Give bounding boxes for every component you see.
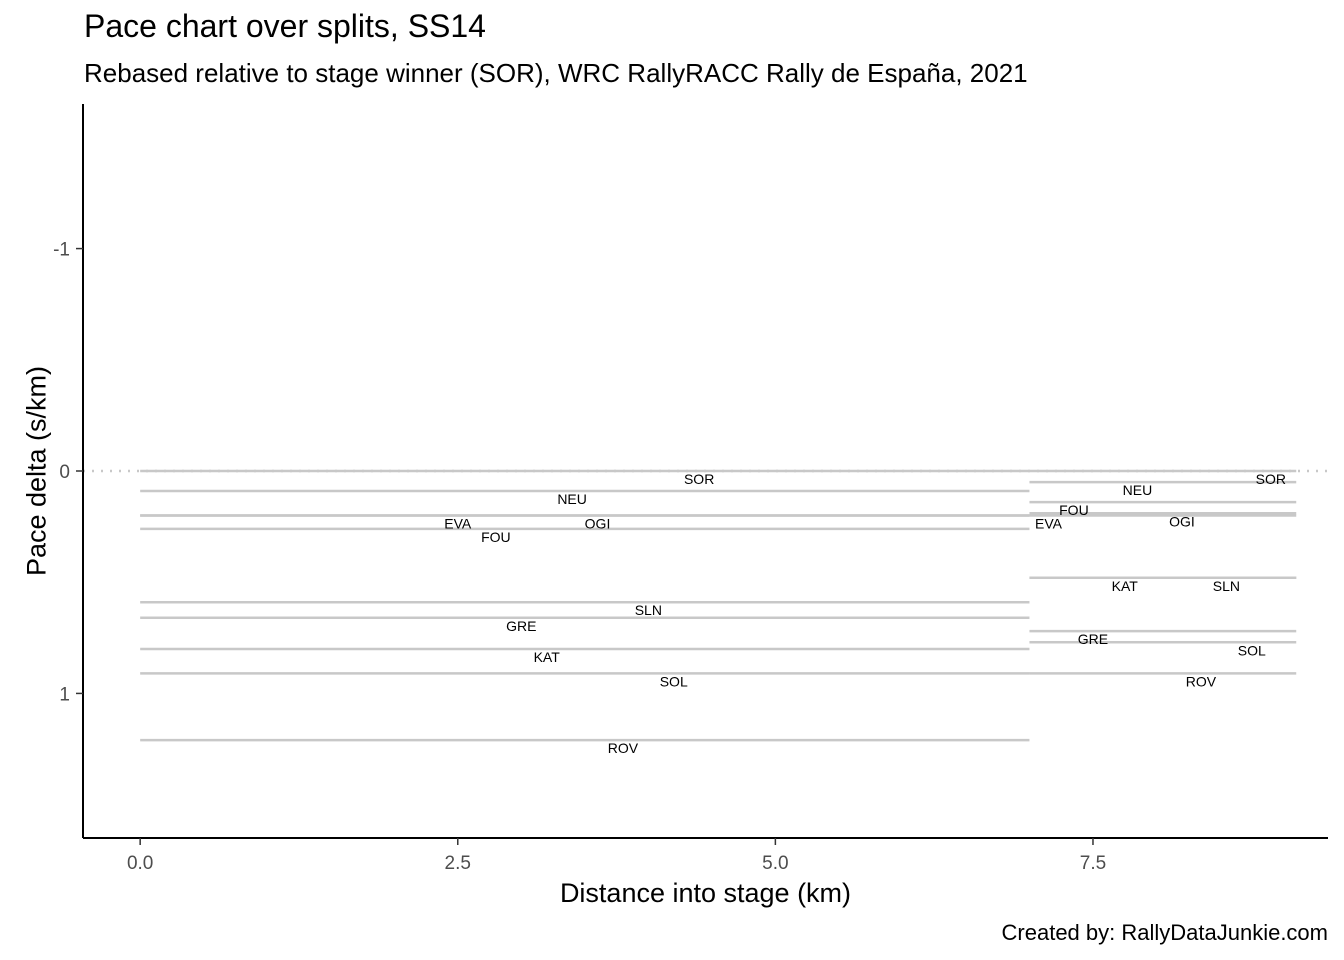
- segment-label-neu-split-1: NEU: [557, 491, 587, 507]
- segment-label-sol-split-2: SOL: [1238, 642, 1266, 658]
- chart-caption: Created by: RallyDataJunkie.com: [1001, 920, 1328, 945]
- segment-label-gre-split-1: GRE: [506, 618, 536, 634]
- y-axis-title: Pace delta (s/km): [21, 366, 51, 576]
- y-tick-label: 0: [59, 462, 70, 483]
- segment-label-eva-split-2: EVA: [1035, 515, 1063, 531]
- segment-label-gre-split-2: GRE: [1078, 631, 1108, 647]
- chart-subtitle: Rebased relative to stage winner (SOR), …: [84, 58, 1028, 88]
- segment-label-ogi-split-2: OGI: [1169, 513, 1195, 529]
- segment-label-neu-split-2: NEU: [1123, 482, 1153, 498]
- segment-label-rov-split-2: ROV: [1186, 673, 1217, 689]
- x-axis-title: Distance into stage (km): [560, 878, 851, 908]
- segment-label-sol-split-1: SOL: [660, 673, 688, 689]
- segments-layer: [140, 469, 1297, 742]
- x-tick-label: 7.5: [1080, 853, 1106, 874]
- segment-label-sln-split-1: SLN: [635, 602, 662, 618]
- segment-label-sor-split-2: SOR: [1256, 471, 1286, 487]
- y-tick-label: 1: [59, 684, 70, 705]
- chart-title: Pace chart over splits, SS14: [84, 8, 486, 44]
- segment-label-sor-split-1: SOR: [684, 471, 714, 487]
- y-tick-label: -1: [53, 240, 70, 261]
- segment-label-fou-split-1: FOU: [481, 529, 511, 545]
- x-tick-label: 2.5: [445, 853, 471, 874]
- segment-label-eva-split-1: EVA: [444, 515, 472, 531]
- segment-label-rov-split-1: ROV: [608, 740, 639, 756]
- segment-label-sln-split-2: SLN: [1213, 578, 1240, 594]
- segment-labels-layer: SOR SOR NEU NEU EVA EVA OGI OGI FOU FOU SLN SLN GRE G…: [444, 471, 1286, 756]
- segment-label-fou-split-2: FOU: [1059, 502, 1089, 518]
- segment-label-kat-split-1: KAT: [534, 649, 561, 665]
- x-tick-label: 0.0: [127, 853, 153, 874]
- segment-label-ogi-split-1: OGI: [585, 515, 611, 531]
- ticks-layer: 0.0 2.5 5.0 7.5 -1 0 1: [53, 240, 1106, 874]
- x-tick-label: 5.0: [762, 853, 788, 874]
- segment-label-kat-split-2: KAT: [1112, 578, 1139, 594]
